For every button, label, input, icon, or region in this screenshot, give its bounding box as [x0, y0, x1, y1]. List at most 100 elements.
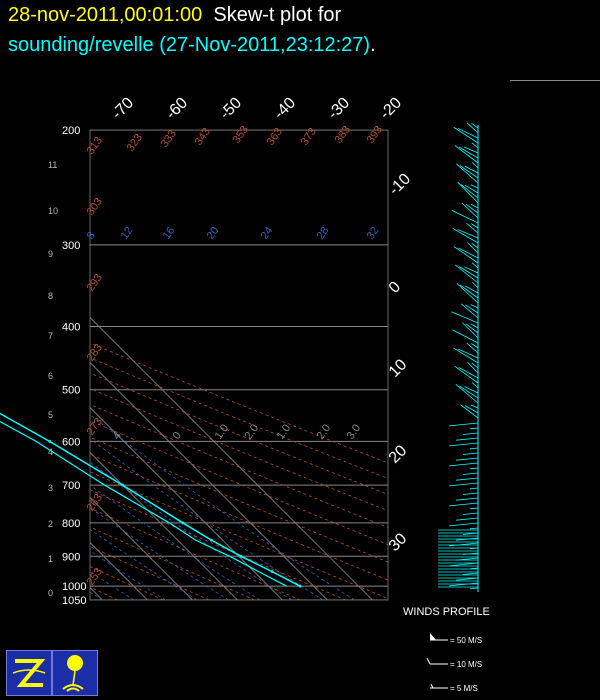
height-tick-4: 4 — [48, 447, 53, 457]
wind-barb — [465, 184, 479, 194]
temperature-point — [298, 584, 302, 588]
dry-adiabat-label: 353 — [231, 124, 251, 146]
mixing-ratio-label: 32 — [365, 225, 382, 242]
wind-barb — [470, 527, 479, 530]
wind-barb — [471, 122, 479, 129]
wind-barb — [454, 145, 479, 164]
height-tick-0: 0 — [48, 588, 53, 598]
moist-line — [90, 507, 229, 600]
mixing-ratio-label: 20 — [205, 225, 222, 242]
dry-adiabat-line — [90, 372, 388, 495]
dry-adiabat-line — [90, 342, 388, 464]
wind-barb — [472, 281, 479, 289]
balloon-logo-icon[interactable] — [52, 650, 98, 696]
wind-key-barb — [430, 683, 434, 689]
temp-tick-top: -30 — [325, 94, 353, 122]
temperature-point — [181, 521, 185, 525]
wind-barb — [460, 183, 479, 199]
zebra-logo-icon[interactable] — [6, 650, 52, 696]
wind-barb — [463, 512, 479, 515]
wind-barb — [464, 405, 479, 414]
wind-barb — [464, 386, 479, 394]
plot-area — [0, 130, 388, 600]
chart-title-line1: 28-nov-2011,00:01:00 Skew-t plot for — [8, 2, 341, 28]
wind-barb — [470, 427, 479, 430]
wind-barb — [467, 242, 479, 254]
moist-line — [90, 438, 324, 600]
wind-barb — [457, 229, 479, 239]
wind-barb — [466, 122, 479, 134]
sounding-name: sounding/revelle (27-Nov-2011,23:12:27) — [8, 34, 371, 56]
wind-barb — [456, 282, 479, 304]
dry-adiabat-label: 393 — [365, 124, 385, 146]
isotherm-line — [0, 130, 58, 600]
wind-barb — [471, 262, 479, 269]
temp-tick-right: 30 — [386, 530, 411, 555]
wind-barb — [464, 146, 479, 154]
dry-adiabat-label: 363 — [265, 126, 285, 148]
wind-barb — [470, 447, 479, 450]
wind-barb — [463, 472, 479, 475]
wind-barb — [458, 247, 479, 259]
height-tick-11: 11 — [48, 160, 57, 170]
wind-barb — [463, 492, 479, 495]
height-tick-6: 6 — [48, 371, 53, 381]
wind-barb — [456, 517, 479, 521]
pressure-tick-1000: 1000 — [62, 581, 86, 593]
wind-barb — [471, 223, 479, 229]
temp-tick-top: -20 — [377, 94, 405, 122]
pressure-tick-700: 700 — [62, 480, 80, 492]
wind-barb — [458, 367, 479, 379]
wind-barb — [471, 343, 479, 349]
wind-barb — [471, 382, 479, 389]
height-tick-1: 1 — [48, 554, 53, 564]
wind-barb — [458, 146, 479, 159]
wind-barb — [451, 311, 479, 324]
wind-barb — [459, 266, 479, 279]
winds-profile-label: WINDS PROFILE — [403, 606, 490, 618]
moist-label: 4 — [111, 430, 124, 442]
temp-tick-right: -10 — [386, 170, 414, 198]
pressure-tick-800: 800 — [62, 518, 80, 530]
wind-barb — [470, 304, 479, 309]
moist-label: 2.0 — [243, 422, 262, 441]
moist-label: 0 — [171, 430, 184, 442]
height-tick-10: 10 — [48, 206, 58, 216]
dry-adiabat-line — [90, 546, 210, 600]
wind-barb — [452, 329, 479, 344]
wind-barb — [464, 285, 479, 294]
temperature-point — [121, 483, 124, 487]
wind-barb — [471, 142, 479, 149]
wind-barb — [457, 348, 479, 359]
wind-barb — [470, 184, 479, 189]
wind-barb — [470, 507, 479, 510]
wind-barb — [449, 442, 479, 447]
dry-adiabat-label: 373 — [299, 126, 319, 148]
mixing-ratio-label: 16 — [161, 225, 178, 242]
wind-barb — [460, 404, 479, 419]
isotherm-line — [0, 130, 13, 600]
wind-barb — [465, 304, 479, 314]
wind-barb — [452, 228, 479, 244]
height-tick-8: 8 — [48, 291, 53, 301]
title-period: . — [370, 34, 376, 56]
wind-barb — [457, 181, 479, 204]
mixing-ratio-label: 12 — [119, 225, 136, 242]
dry-adiabat-label: 283 — [85, 342, 105, 364]
wind-barb — [453, 246, 479, 264]
temperature-point — [270, 570, 274, 574]
wind-barb — [455, 384, 479, 404]
temp-tick-top: -40 — [271, 94, 299, 122]
wind-barb — [464, 266, 479, 274]
mixing-ratio-label: 8 — [85, 230, 98, 242]
isotherm-line — [90, 586, 103, 600]
temp-tick-top: -70 — [109, 94, 137, 122]
wind-barb — [453, 347, 479, 364]
dry-adiabat-label: 303 — [85, 196, 105, 218]
pressure-tick-600: 600 — [62, 436, 80, 448]
wind-barb — [462, 322, 479, 339]
dry-adiabat-label: 313 — [85, 135, 105, 157]
wind-barb — [455, 264, 479, 284]
chart-title-line2: sounding/revelle (27-Nov-2011,23:12:27). — [8, 32, 376, 58]
